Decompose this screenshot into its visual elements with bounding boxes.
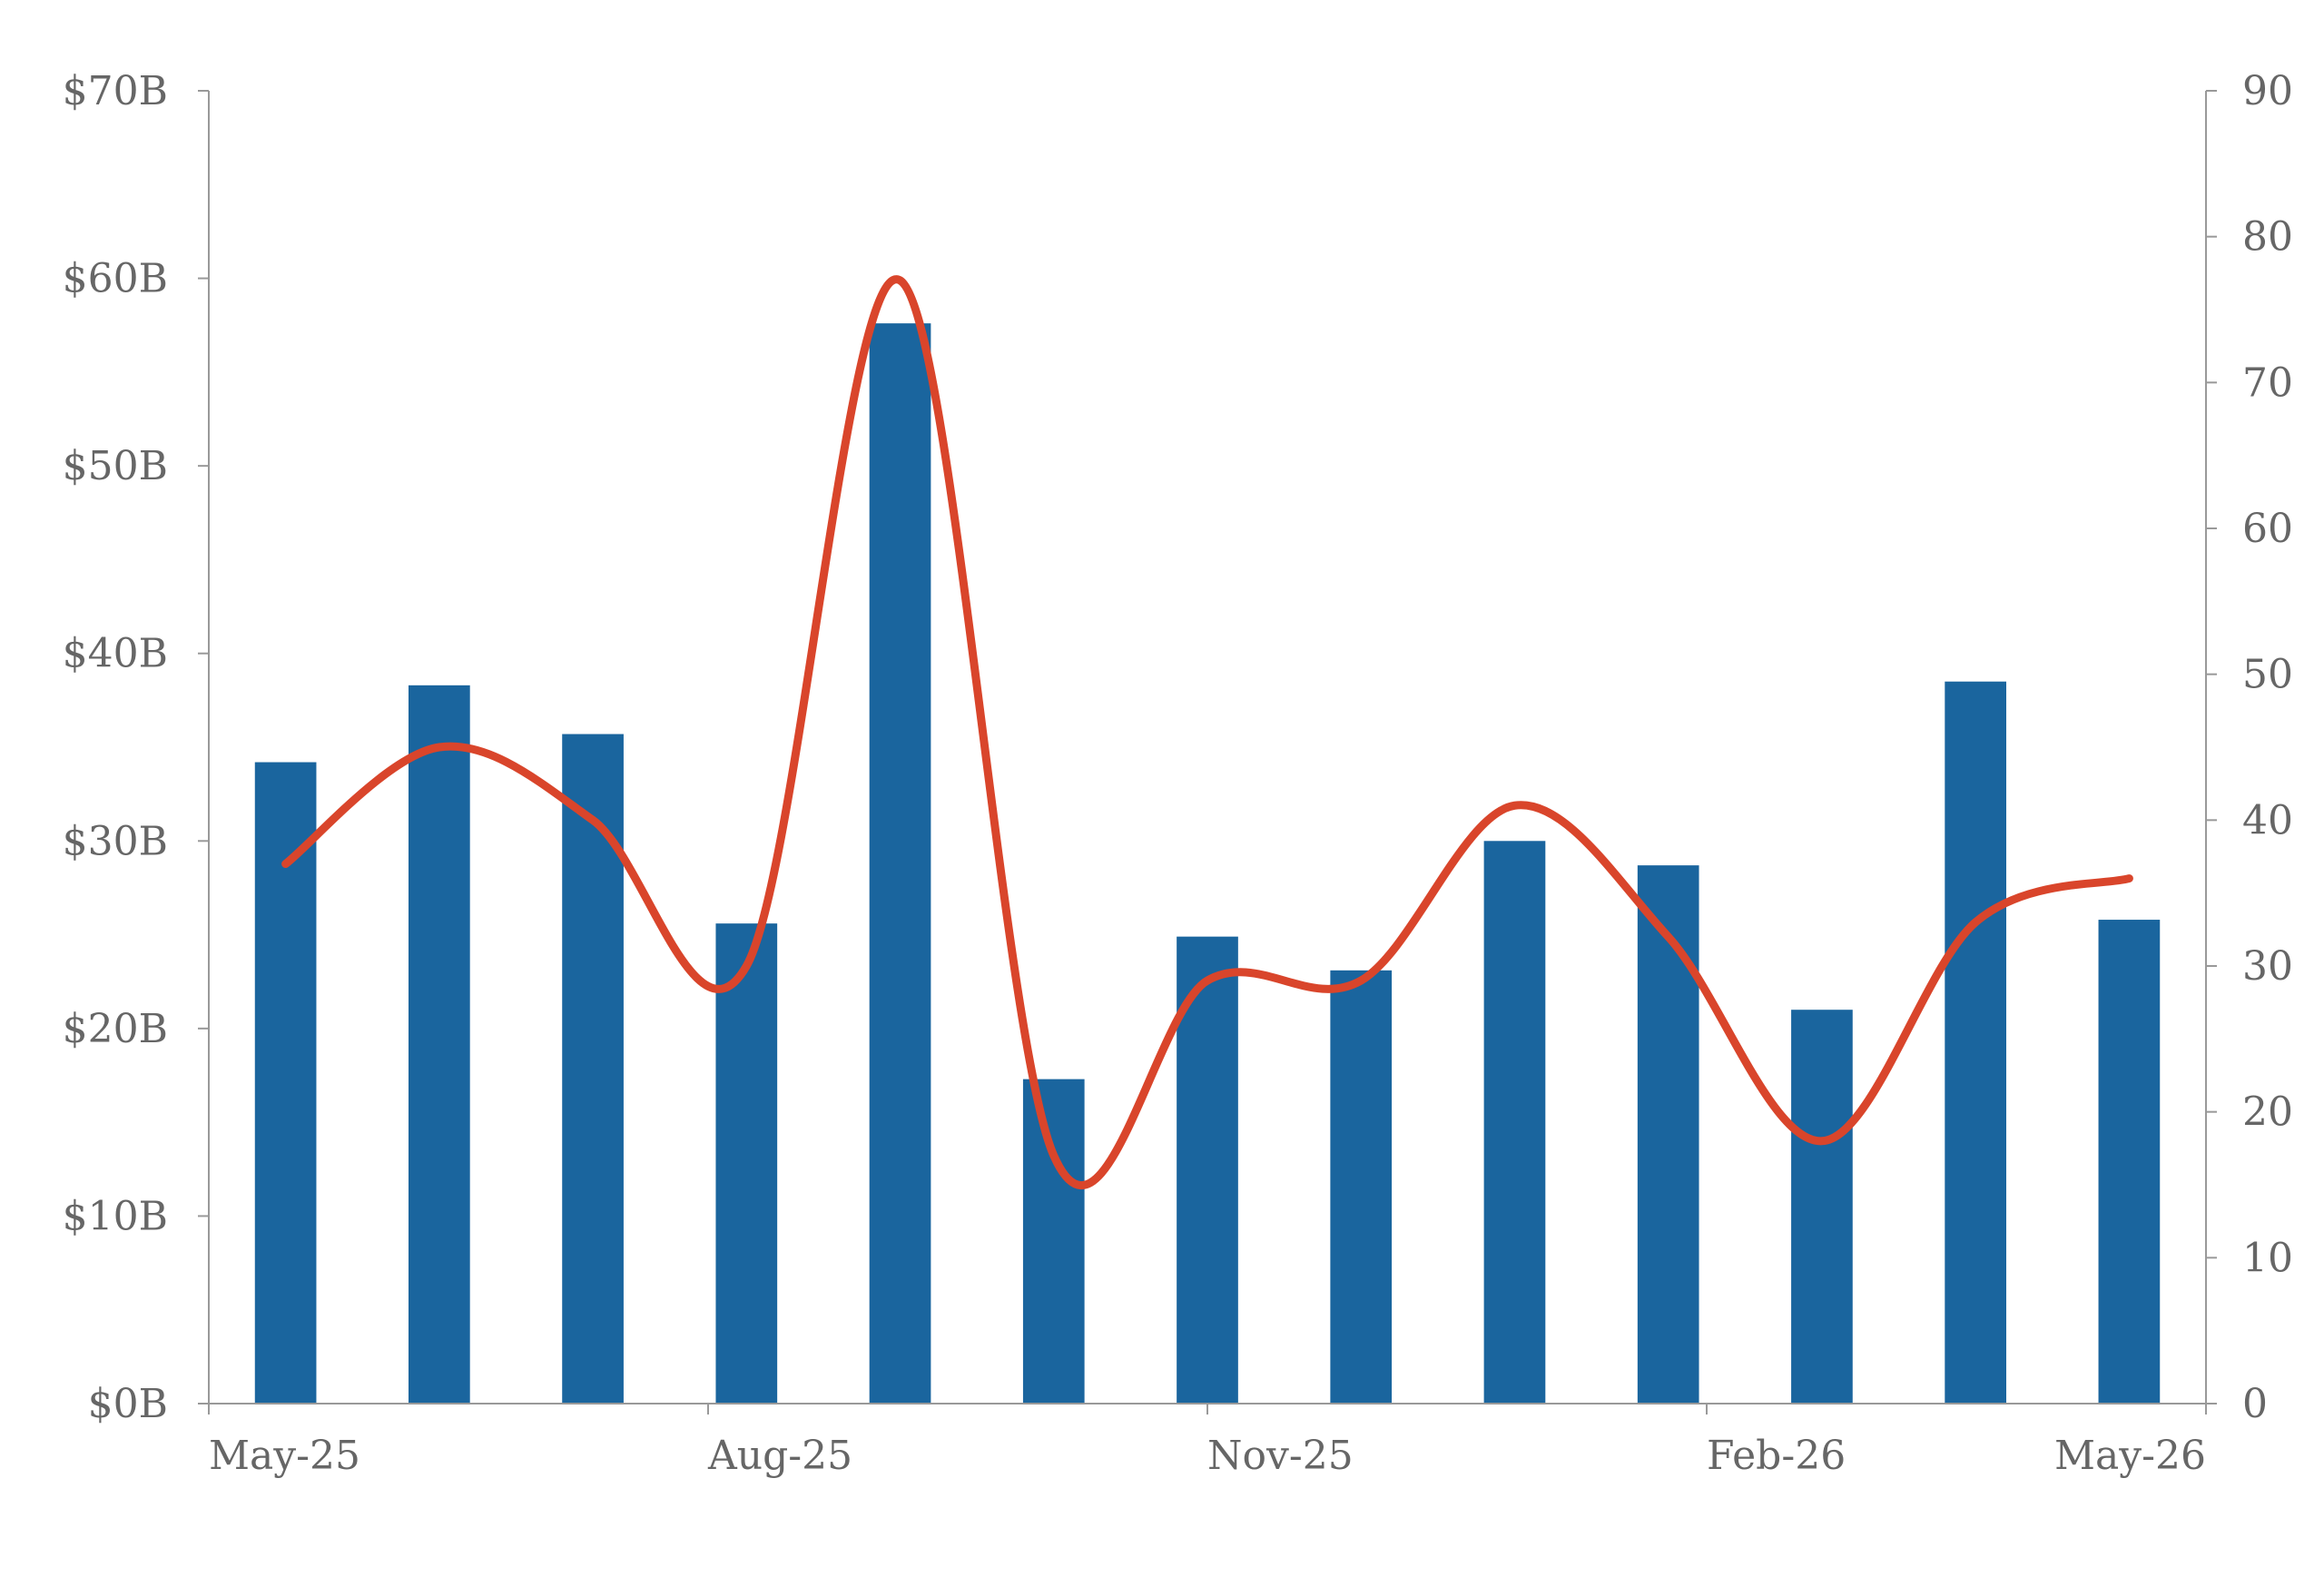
- right-tick-label: 30: [2242, 943, 2293, 990]
- right-tick-label: 70: [2242, 360, 2293, 406]
- right-tick-label: 50: [2242, 652, 2293, 698]
- left-y-ticks: $0B $10B $20B $30B $40B $50B $60B $70B: [63, 68, 209, 1427]
- bar: [1177, 936, 1238, 1404]
- right-tick-label: 80: [2242, 214, 2293, 261]
- left-tick-label: $50B: [63, 443, 168, 489]
- right-tick-label: 40: [2242, 797, 2293, 843]
- bar: [409, 685, 470, 1404]
- x-tick-label: May-26: [2054, 1433, 2206, 1479]
- bar: [1637, 865, 1699, 1404]
- right-tick-label: 20: [2242, 1089, 2293, 1136]
- left-tick-label: $0B: [88, 1381, 168, 1427]
- bar: [1022, 1079, 1085, 1404]
- bar: [1791, 1010, 1853, 1404]
- right-tick-label: 90: [2242, 68, 2293, 114]
- bar-series: [254, 323, 2161, 1404]
- x-tick-label: May-25: [209, 1433, 360, 1479]
- bar: [562, 734, 624, 1404]
- x-tick-label: Nov-25: [1207, 1433, 1354, 1479]
- bar: [1945, 681, 2006, 1404]
- x-tick-label: Feb-26: [1707, 1433, 1846, 1479]
- left-tick-label: $40B: [63, 631, 168, 677]
- bar: [715, 923, 778, 1404]
- bar: [1483, 841, 1546, 1404]
- left-tick-label: $60B: [63, 256, 168, 302]
- bar: [2098, 920, 2161, 1404]
- bar: [1330, 970, 1393, 1404]
- left-tick-label: $10B: [63, 1193, 168, 1239]
- x-axis-ticks: May-25 Aug-25 Nov-25 Feb-26 May-26: [208, 1404, 2207, 1479]
- right-y-ticks: 0 10 20 30 40 50 60 70 80 90: [2206, 68, 2293, 1427]
- line-series: [281, 275, 2133, 1190]
- left-tick-label: $20B: [63, 1006, 168, 1052]
- left-tick-label: $70B: [63, 68, 168, 114]
- bar: [869, 323, 931, 1404]
- left-tick-label: $30B: [63, 818, 168, 864]
- bar: [254, 762, 317, 1404]
- right-tick-label: 0: [2242, 1381, 2268, 1427]
- right-tick-label: 10: [2242, 1235, 2293, 1281]
- right-tick-label: 60: [2242, 506, 2293, 552]
- x-tick-label: Aug-25: [707, 1433, 852, 1479]
